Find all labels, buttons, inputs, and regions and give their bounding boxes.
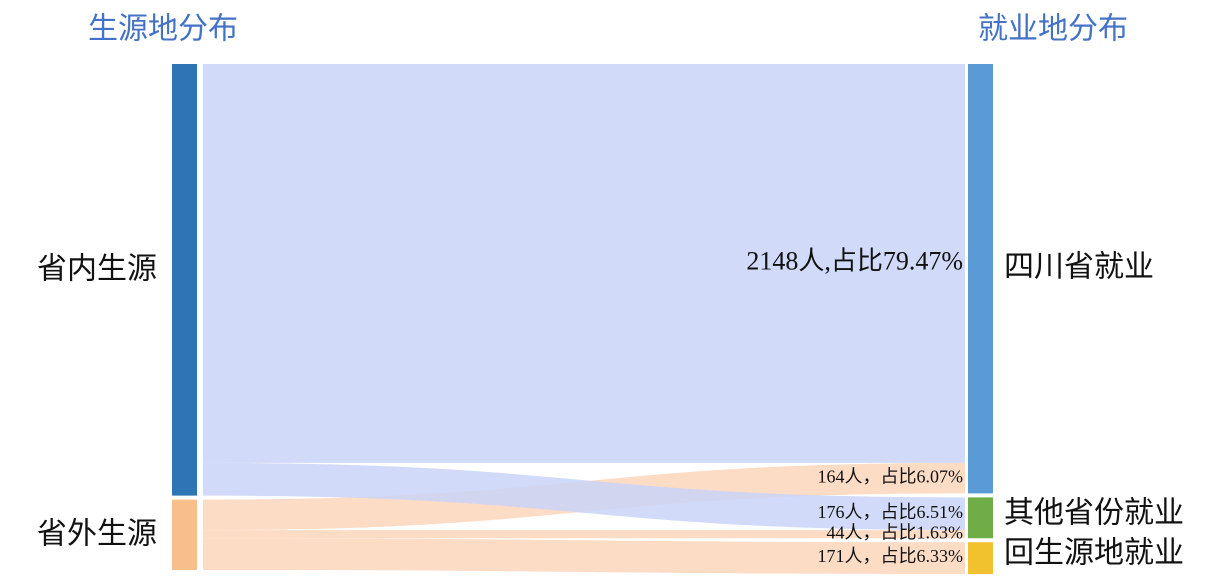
link	[203, 462, 965, 531]
link-label: 164人，占比6.07%	[818, 466, 964, 486]
link	[203, 538, 965, 574]
source-label: 省外生源	[37, 516, 157, 551]
target-title: 就业地分布	[978, 12, 1128, 47]
link-label: 44人，占比1.63%	[827, 522, 964, 542]
source-node	[172, 499, 197, 570]
link-label: 171人，占比6.33%	[818, 546, 964, 566]
link-label: 176人，占比6.51%	[818, 502, 964, 522]
source-label: 省内生源	[37, 251, 157, 286]
source-title: 生源地分布	[88, 12, 238, 47]
target-label: 其他省份就业	[1004, 495, 1184, 530]
source-node	[172, 64, 197, 496]
target-node	[968, 497, 993, 539]
link	[203, 530, 965, 539]
link-label: 2148人,占比79.47%	[746, 246, 963, 275]
link	[203, 64, 965, 463]
target-label: 回生源地就业	[1004, 536, 1184, 571]
target-node	[968, 64, 993, 494]
target-label: 四川省就业	[1004, 250, 1154, 285]
target-node	[968, 542, 993, 574]
